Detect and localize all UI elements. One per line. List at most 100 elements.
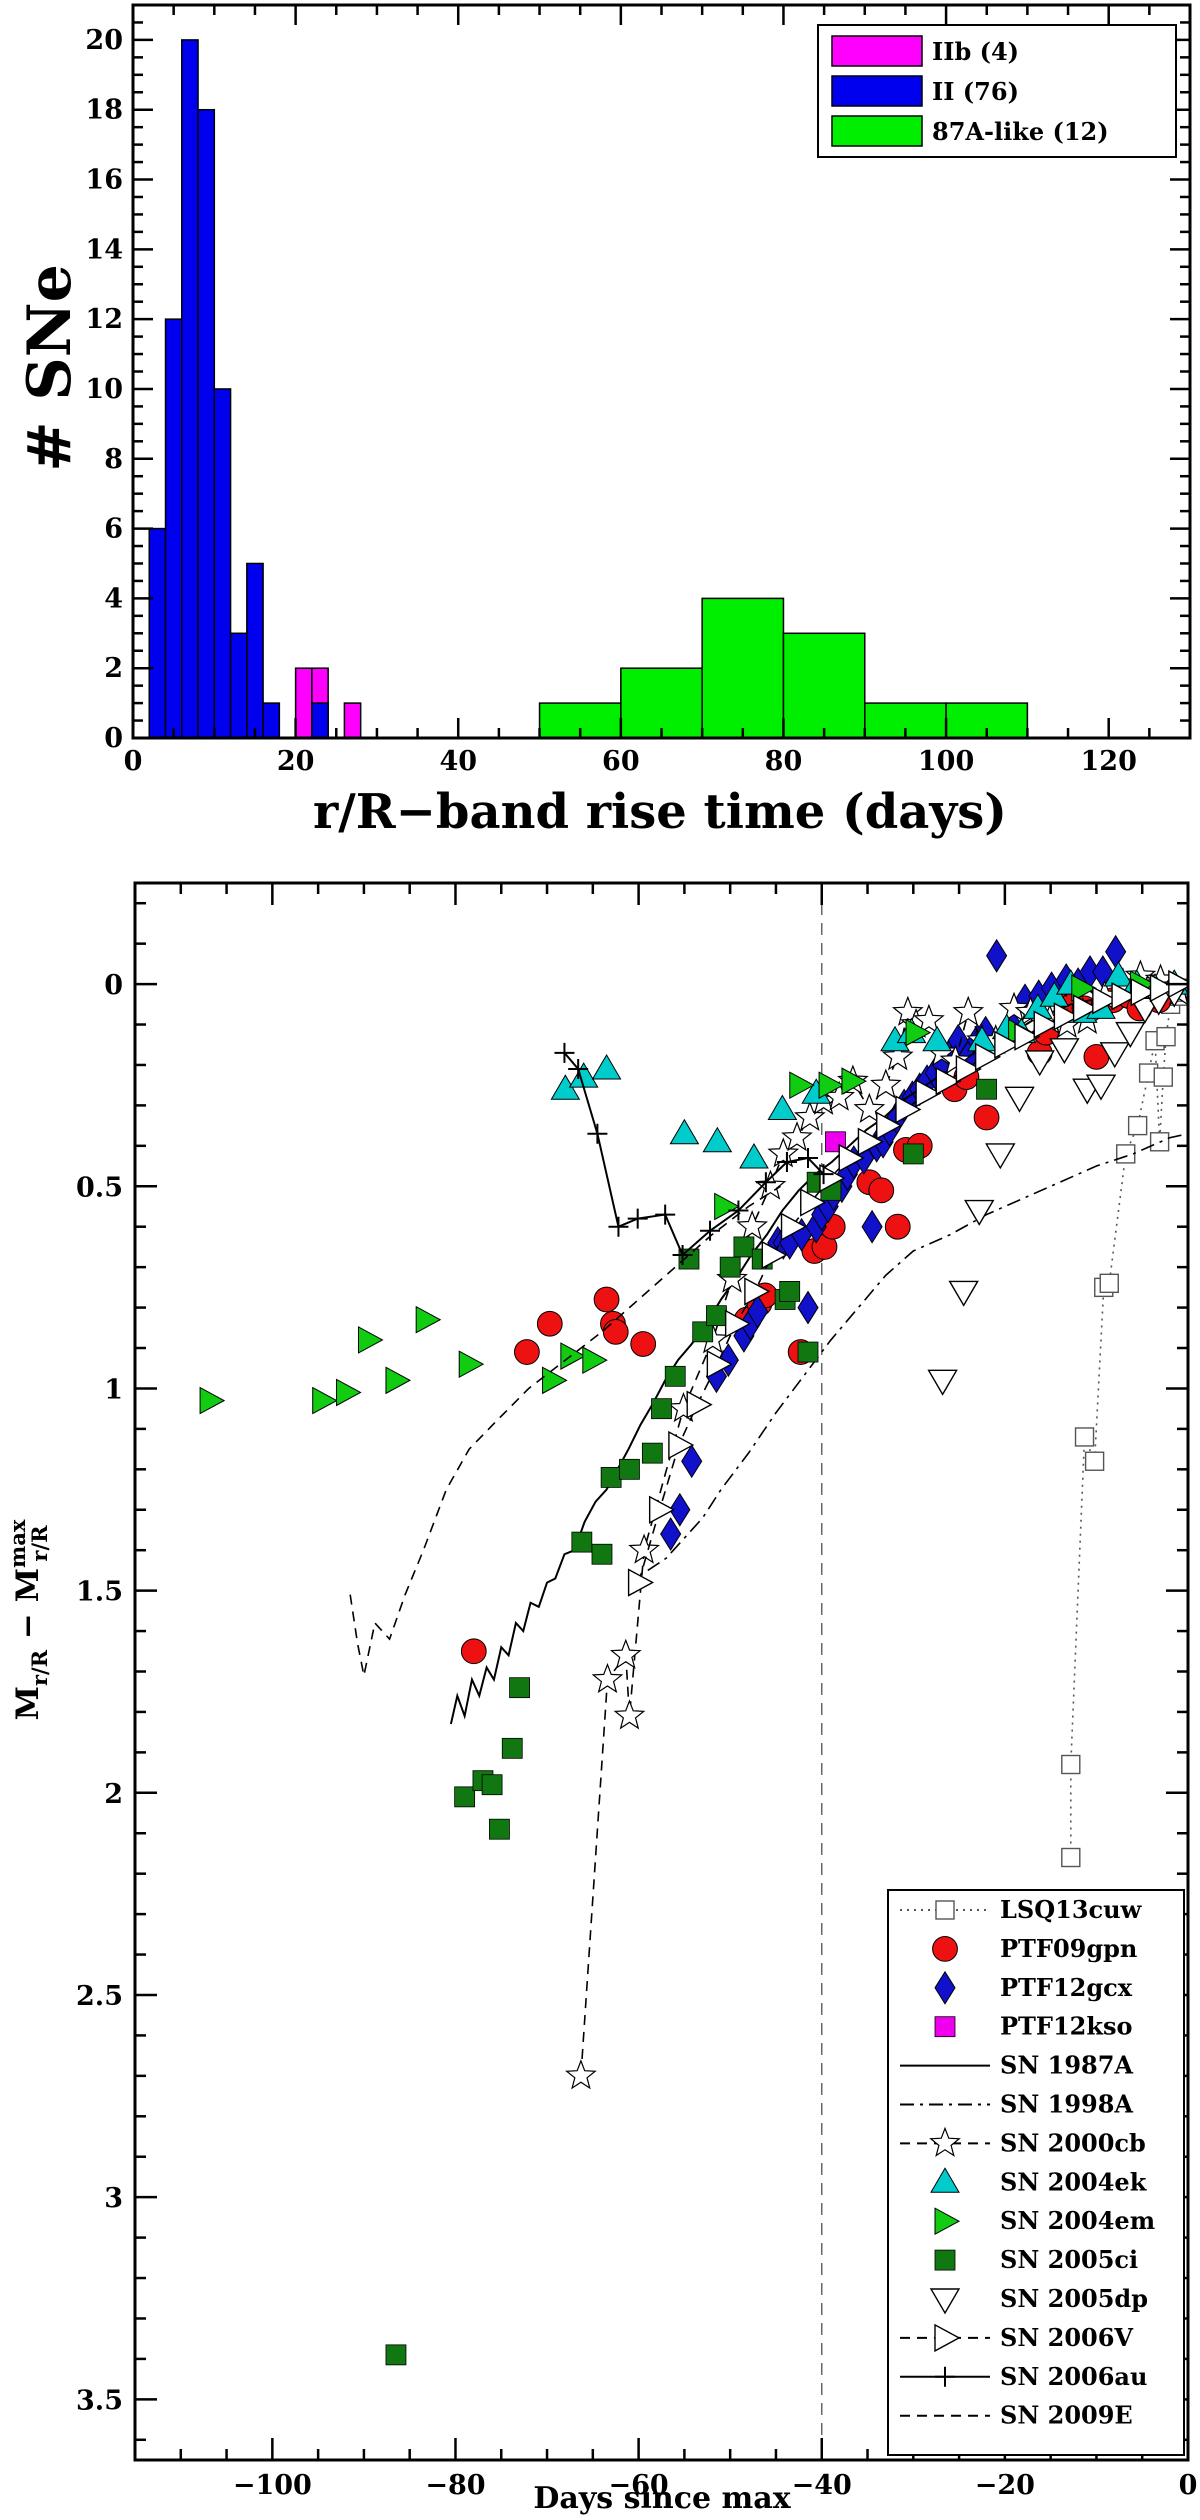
light-curve-y-tick-label: 2.5: [76, 1981, 123, 2012]
point-sn-2000cb-23: [939, 1044, 972, 1075]
point-sn-2004ek-3: [669, 1118, 700, 1145]
legend-label-sn-2006v: SN 2006V: [1000, 2323, 1133, 2352]
point-sn-2004em-14: [905, 1018, 932, 1047]
light-curve-y-tick-label: 1: [104, 1374, 123, 1405]
point-ptf12gcx-1: [669, 1492, 691, 1527]
point-sn-2006au-2: [587, 1123, 608, 1144]
point-sn-2000cb-3: [613, 1699, 646, 1730]
point-lsq13cuw-0: [1061, 1847, 1081, 1868]
point-sn-2000cb-17: [869, 1068, 902, 1099]
legend-marker-ptf12kso: [934, 2016, 956, 2038]
series-sn-2006au: [554, 1042, 834, 1266]
point-sn-2004em-11: [789, 1071, 815, 1100]
point-sn-2005ci-25: [902, 1143, 924, 1165]
point-lsq13cuw-12: [1156, 1026, 1176, 1047]
histogram-x-tick-label: 80: [765, 746, 803, 777]
point-sn-2000cb-2: [609, 1638, 642, 1669]
point-sn-2004em-5: [415, 1305, 442, 1334]
point-sn-2004em-9: [582, 1346, 608, 1374]
legend-marker-sn-2006v: [934, 2323, 961, 2353]
point-sn-2005ci-18: [733, 1236, 755, 1258]
point-lsq13cuw-6: [1116, 1144, 1136, 1164]
point-sn-2005dp-2: [964, 1199, 995, 1226]
series-sn-2009e: [349, 1185, 781, 1676]
legend-label-sn-2000cb: SN 2000cb: [1000, 2128, 1146, 2157]
point-sn-2005ci-7: [571, 1531, 593, 1553]
ylabel-main: M: [10, 1686, 46, 1720]
legend-item-sn-2004em: SN 2004em: [934, 2206, 1155, 2236]
legend-marker-ptf12gcx: [934, 1970, 956, 2005]
histogram-y-tick-label: 0: [104, 723, 123, 754]
point-sn-2004em-7: [542, 1366, 568, 1395]
histogram-x-tick-label: 120: [1081, 746, 1137, 777]
point-sn-2004ek-5: [739, 1142, 769, 1169]
point-sn-2006v-25: [1111, 982, 1138, 1011]
point-sn-2006v-1: [648, 1495, 676, 1524]
point-sn-2004em-0: [199, 1386, 226, 1415]
point-sn-2000cb-1: [591, 1662, 624, 1694]
bar-ii-76-8: [311, 702, 329, 739]
point-sn-2006v-2: [668, 1430, 695, 1460]
point-sn-2006au-12: [813, 1164, 834, 1185]
bar-iib-4-2: [343, 702, 362, 739]
point-sn-2005dp-0: [927, 1369, 958, 1396]
histogram-bars: [148, 39, 1029, 739]
legend-item-sn-1998a: SN 1998A: [900, 2090, 1133, 2119]
point-sn-2004em-10: [714, 1192, 740, 1221]
point-sn-2006au-10: [776, 1152, 797, 1173]
point-sn-2004em-8: [560, 1342, 586, 1370]
point-sn-2006v-27: [1149, 973, 1177, 1003]
legend-marker-sn-2004em: [934, 2207, 961, 2236]
point-sn-2004em-16: [1071, 974, 1097, 1002]
histogram-plot-frame: [131, 3, 1192, 740]
point-ptf09gpn-5: [602, 1318, 629, 1345]
light-curve-y-axis-title: Mr/R − Mmaxr/R: [5, 1519, 52, 1720]
light-curve-y-tick-label: 3.5: [76, 2385, 123, 2416]
light-curve-tick-labels: −100 −80 −60 −40 −20 0 0 0.5 1 1.5 2 2.5 3 3.5: [76, 970, 1197, 2501]
histogram-y-tick-label: 4: [104, 583, 123, 614]
point-sn-2006v-7: [761, 1240, 788, 1270]
point-sn-2000cb-27: [998, 991, 1030, 1022]
legend-label-ptf12gcx: PTF12gcx: [1000, 1973, 1133, 2002]
light-curve-legend: LSQ13cuw PTF09gpn PTF12gcx PTF12kso SN 1987A…: [887, 1889, 1185, 2456]
point-ptf09gpn-15: [868, 1177, 895, 1204]
point-ptf12gcx-12: [797, 1290, 819, 1325]
legend-item-sn-2009e: SN 2009E: [900, 2401, 1133, 2430]
point-sn-2000cb-10: [767, 1137, 800, 1168]
light-curve-y-tick-label: 0.5: [76, 1172, 123, 1203]
point-sn-2005ci-1: [454, 1786, 476, 1808]
point-sn-2006v-19: [994, 1030, 1021, 1059]
point-ptf12gcx-0: [660, 1517, 682, 1551]
light-curve-panel: −100 −80 −60 −40 −20 0 0 0.5 1 1.5 2 2.5 3 3.5 Days s…: [5, 881, 1197, 2516]
point-sn-2000cb-12: [793, 1100, 826, 1132]
point-sn-2000cb-21: [913, 1003, 945, 1034]
point-sn-2005ci-6: [509, 1677, 530, 1699]
legend-label-sn-2004em: SN 2004em: [1000, 2206, 1155, 2235]
point-sn-2005ci-12: [651, 1398, 672, 1420]
point-sn-2006v-8: [780, 1212, 807, 1241]
histogram-y-tick-label: 8: [104, 444, 123, 475]
light-curve-x-tick-label: −80: [425, 2470, 485, 2501]
point-sn-2006v-16: [935, 1066, 962, 1096]
light-curve-x-tick-label: −20: [975, 2470, 1035, 2501]
point-sn-2006au-8: [728, 1200, 749, 1221]
point-ptf12gcx-7: [747, 1294, 769, 1329]
histogram-x-tick-label: 0: [124, 746, 143, 777]
light-curve-x-tick-label: 0: [1179, 2470, 1198, 2501]
point-sn-2000cb-19: [891, 995, 924, 1026]
point-sn-2006au-4: [627, 1208, 648, 1229]
bar-ii-76-5: [229, 632, 248, 739]
point-sn-2005ci-4: [489, 1818, 510, 1840]
point-sn-2005dp-9: [1099, 1042, 1130, 1069]
point-sn-2005dp-6: [1049, 1038, 1080, 1065]
series-sn-2005dp: [927, 981, 1188, 1396]
point-sn-2004em-1: [312, 1386, 338, 1415]
point-sn-2000cb-18: [881, 1040, 914, 1071]
legend-item-ptf12kso: PTF12kso: [934, 2012, 1133, 2041]
legend-item-sn-2000cb: SN 2000cb: [900, 2126, 1146, 2157]
point-sn-2004em-13: [841, 1067, 868, 1095]
point-sn-2006v-5: [724, 1309, 752, 1338]
point-ptf09gpn-16: [884, 1213, 911, 1240]
point-sn-2005ci-15: [692, 1321, 714, 1343]
point-sn-2004em-2: [336, 1378, 362, 1407]
